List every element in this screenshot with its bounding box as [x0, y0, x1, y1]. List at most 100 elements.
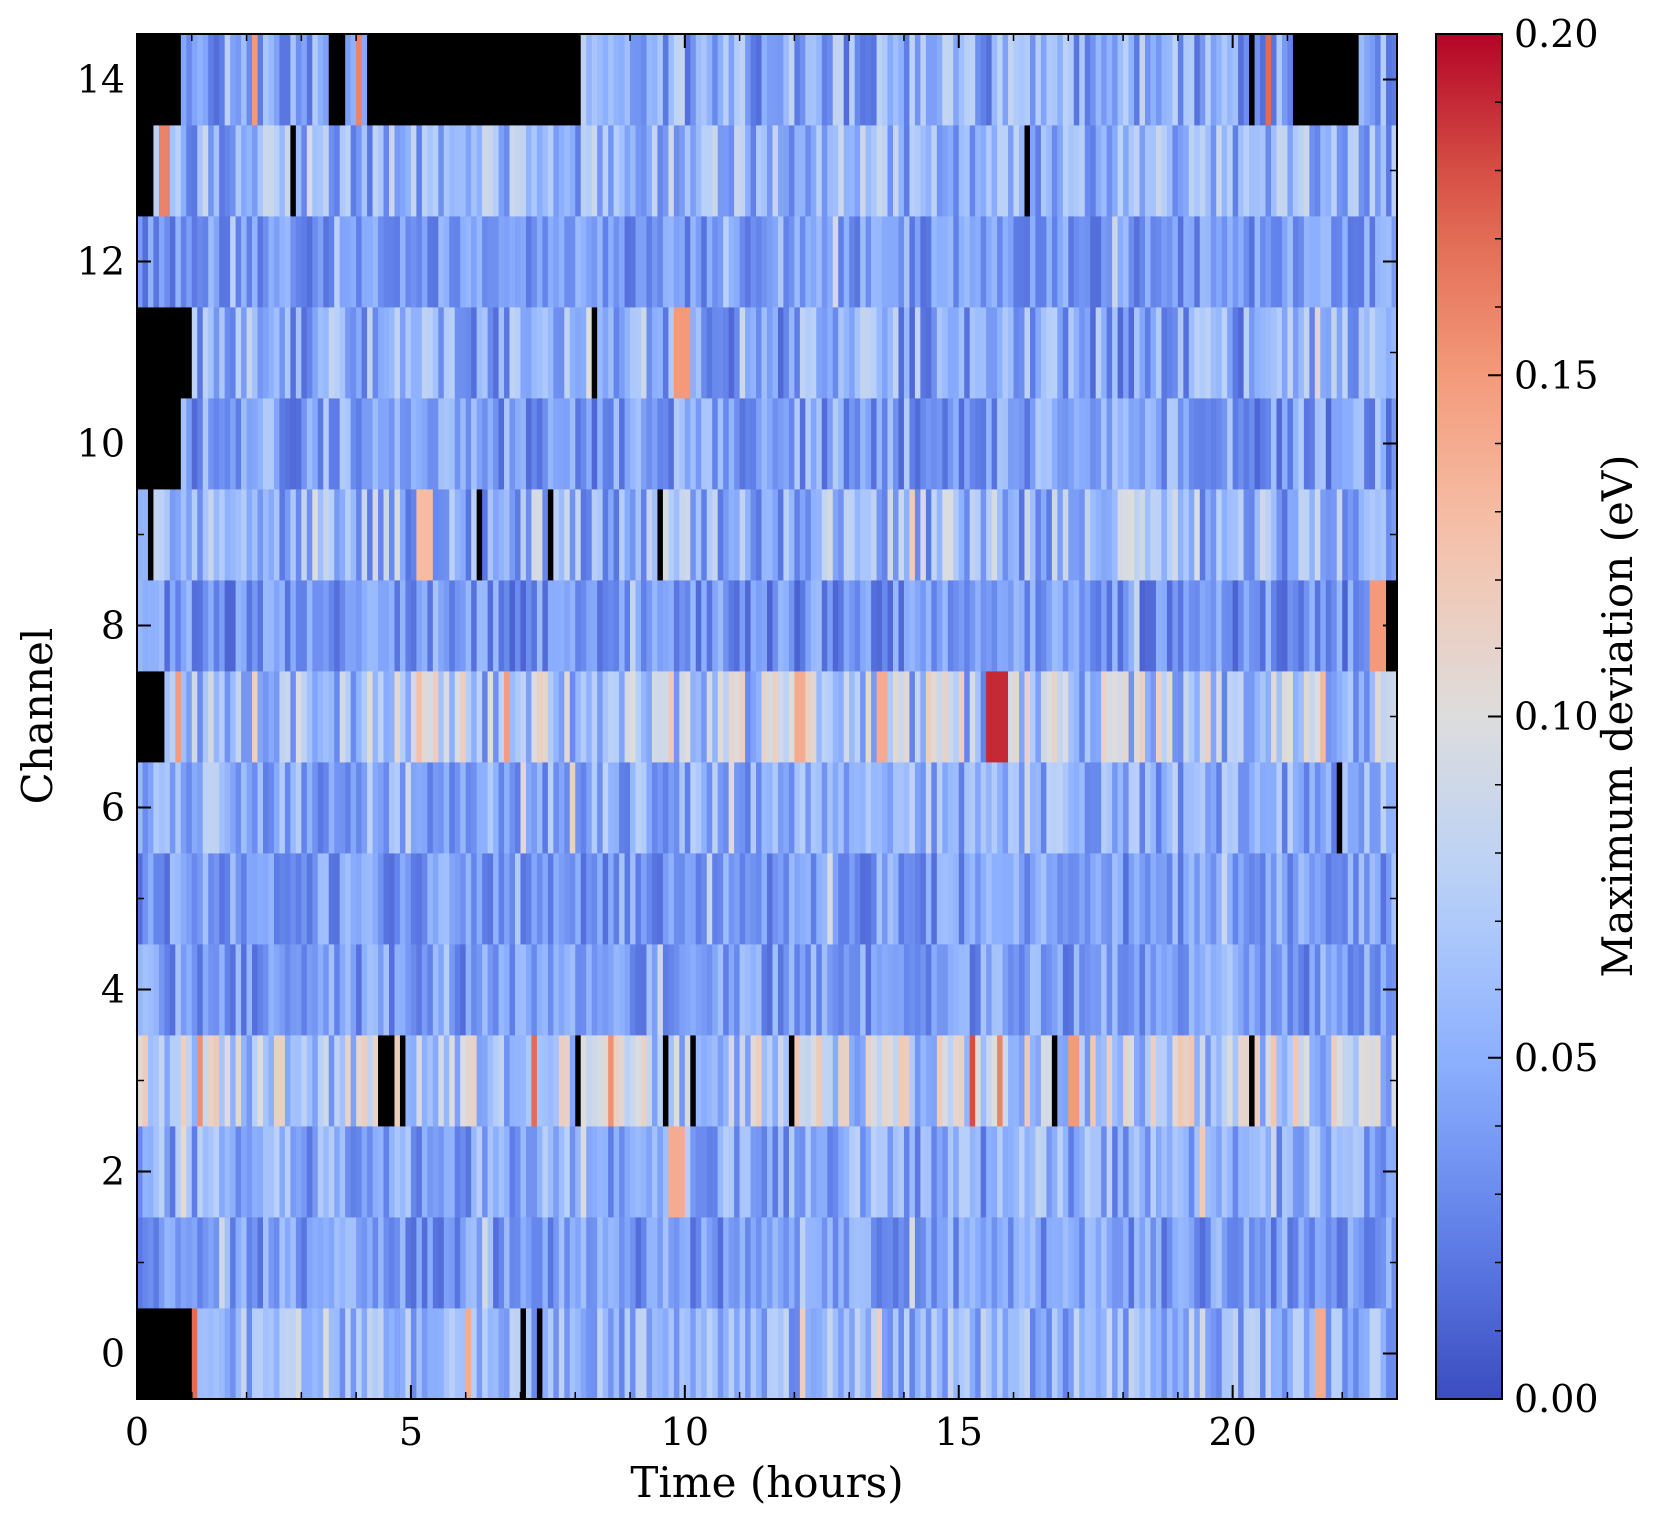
heatmap-cell	[454, 1126, 461, 1218]
heatmap-cell	[202, 34, 209, 126]
heatmap-cell	[213, 580, 220, 672]
heatmap-cell	[1194, 125, 1201, 217]
heatmap-cell	[586, 1308, 593, 1400]
heatmap-cell	[953, 125, 960, 217]
heatmap-cell	[1106, 489, 1113, 581]
heatmap-cell	[761, 762, 768, 854]
heatmap-cell	[186, 216, 193, 308]
heatmap-cell	[531, 489, 538, 581]
heatmap-cell	[558, 1217, 565, 1309]
heatmap-cell	[197, 580, 204, 672]
heatmap-cell	[1062, 1217, 1069, 1309]
heatmap-cell	[893, 944, 900, 1036]
heatmap-cell	[1221, 125, 1228, 217]
heatmap-cell	[1062, 398, 1069, 490]
heatmap-cell	[180, 489, 187, 581]
heatmap-cell	[356, 671, 363, 763]
heatmap-cell	[777, 125, 785, 217]
heatmap-cell	[1172, 489, 1179, 581]
heatmap-cell	[1276, 125, 1283, 217]
heatmap-cell	[964, 398, 971, 490]
heatmap-cell	[153, 34, 160, 126]
heatmap-cell	[202, 580, 209, 672]
heatmap-cell	[580, 125, 587, 217]
heatmap-cell	[295, 1308, 302, 1400]
heatmap-cell	[547, 762, 554, 854]
heatmap-cell	[345, 34, 352, 126]
heatmap-cell	[1364, 307, 1371, 399]
heatmap-cell	[1051, 307, 1058, 399]
heatmap-cell	[914, 1126, 921, 1218]
heatmap-cell	[794, 762, 801, 854]
heatmap-cell	[416, 125, 423, 217]
heatmap-cell	[536, 853, 543, 945]
heatmap-cell	[1375, 1126, 1382, 1218]
heatmap-cell	[750, 853, 757, 945]
heatmap-cell	[958, 1126, 965, 1218]
heatmap-cell	[925, 489, 932, 581]
heatmap-cell	[284, 762, 291, 854]
heatmap-cell	[515, 489, 522, 581]
heatmap-cell	[1079, 762, 1086, 854]
heatmap-cell	[1188, 125, 1195, 217]
heatmap-cell	[345, 1126, 352, 1218]
heatmap-cell	[1298, 1126, 1305, 1218]
heatmap-cell	[1216, 34, 1223, 126]
heatmap-cell	[241, 34, 248, 126]
heatmap-cell	[164, 125, 171, 217]
heatmap-cell	[465, 1035, 472, 1127]
heatmap-cell	[378, 580, 385, 672]
heatmap-cell	[1013, 398, 1020, 490]
heatmap-cell	[591, 216, 598, 308]
heatmap-cell	[728, 762, 735, 854]
heatmap-cell	[257, 1217, 264, 1309]
heatmap-cell	[564, 307, 571, 399]
heatmap-cell	[295, 34, 302, 126]
heatmap-cell	[668, 853, 675, 945]
heatmap-cell	[1150, 489, 1157, 581]
heatmap-cell	[1177, 944, 1184, 1036]
heatmap-cell	[876, 944, 883, 1036]
heatmap-cell	[1210, 307, 1217, 399]
heatmap-cell	[323, 1308, 330, 1400]
heatmap-cell	[898, 1126, 905, 1218]
heatmap-cell	[213, 762, 220, 854]
heatmap-cell	[772, 125, 779, 217]
heatmap-cell	[1117, 762, 1124, 854]
heatmap-cell	[323, 1217, 330, 1309]
heatmap-cell	[1260, 489, 1267, 581]
heatmap-cell	[1117, 853, 1124, 945]
heatmap-cell	[1073, 398, 1080, 490]
heatmap-cell	[734, 489, 741, 581]
heatmap-cell	[898, 489, 905, 581]
heatmap-cell	[1199, 580, 1206, 672]
heatmap-cell	[515, 853, 522, 945]
heatmap-cell	[728, 1126, 735, 1218]
heatmap-cell	[498, 1217, 505, 1309]
heatmap-cell	[1073, 944, 1080, 1036]
heatmap-cell	[860, 580, 867, 672]
heatmap-cell	[745, 307, 752, 399]
heatmap-cell	[1303, 853, 1310, 945]
heatmap-cell	[1238, 489, 1245, 581]
heatmap-cell	[509, 1308, 516, 1400]
heatmap-cell	[399, 944, 407, 1036]
heatmap-cell	[1364, 398, 1371, 490]
heatmap-cell	[975, 398, 982, 490]
heatmap-cell	[1106, 125, 1113, 217]
heatmap-cell	[651, 398, 659, 490]
heatmap-cell	[739, 1035, 746, 1127]
heatmap-cell	[164, 1126, 171, 1218]
heatmap-cell	[1101, 398, 1108, 490]
heatmap-cell	[569, 762, 576, 854]
heatmap-cell	[723, 1126, 730, 1218]
heatmap-cell	[202, 671, 209, 763]
heatmap-cell	[569, 125, 576, 217]
heatmap-cell	[1035, 1126, 1042, 1218]
heatmap-cell	[1161, 307, 1168, 399]
heatmap-cell	[931, 853, 938, 945]
heatmap-cell	[405, 307, 412, 399]
heatmap-cell	[504, 34, 511, 126]
heatmap-cell	[1325, 853, 1332, 945]
heatmap-cell	[1281, 307, 1289, 399]
